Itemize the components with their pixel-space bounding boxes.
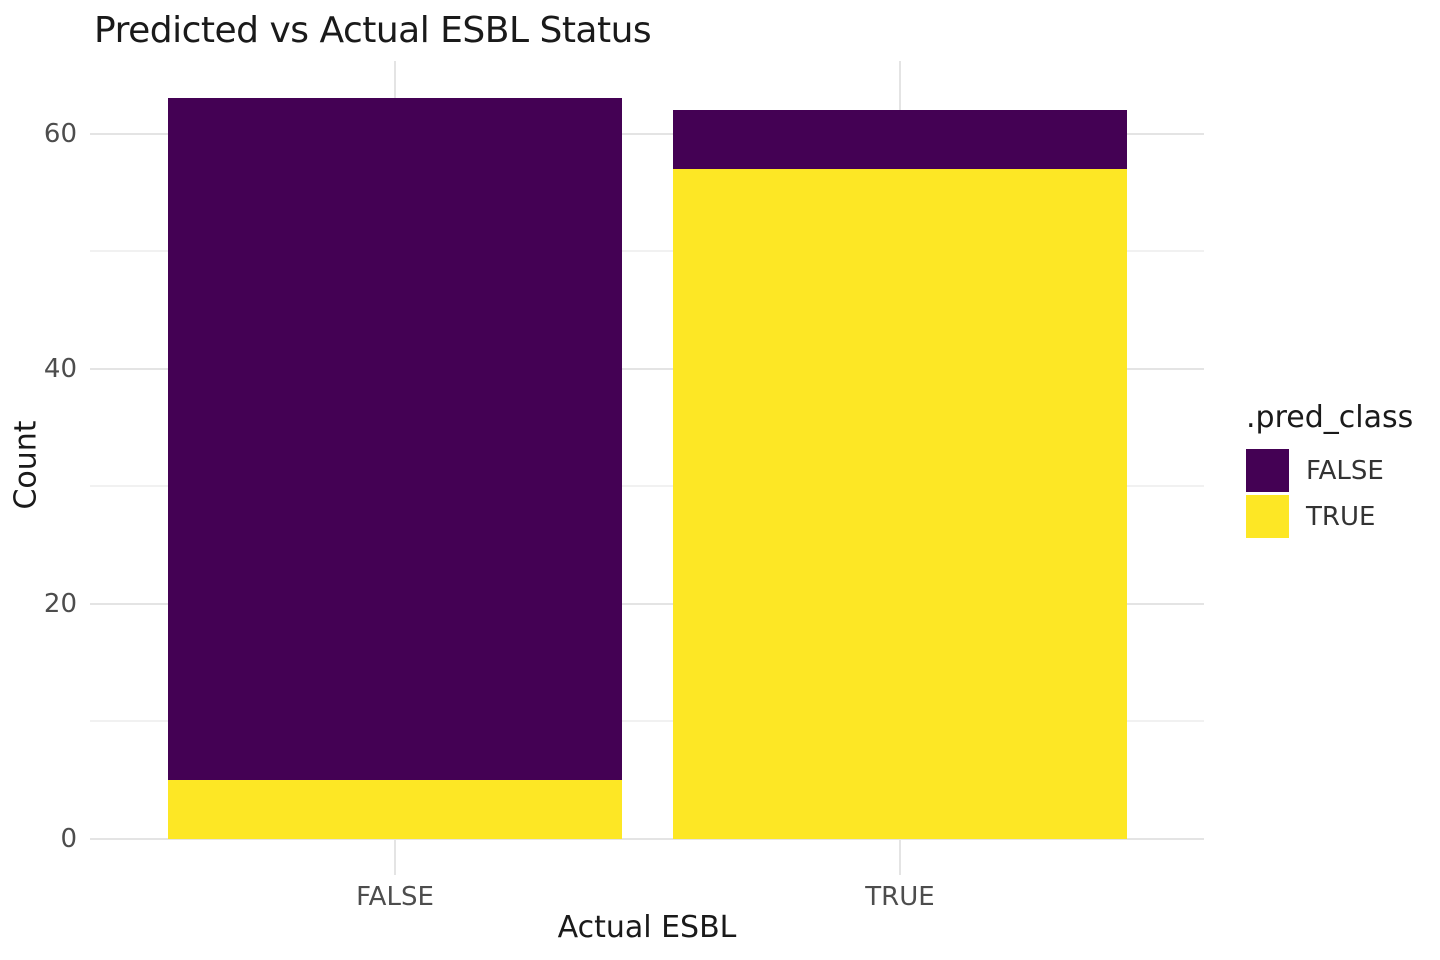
y-tick-label: 20 xyxy=(43,588,77,619)
gridline-horizontal-major xyxy=(90,368,1204,370)
gridline-horizontal-major xyxy=(90,603,1204,605)
gridline-horizontal-major xyxy=(90,133,1204,135)
y-axis-title: Count xyxy=(8,420,44,510)
x-tick-label: TRUE xyxy=(865,882,935,912)
gridline-horizontal-minor xyxy=(90,485,1204,487)
legend-entry: TRUE xyxy=(1246,495,1413,538)
gridline-horizontal-minor xyxy=(90,250,1204,252)
y-tick-label: 40 xyxy=(43,353,77,384)
bar-segment-false-pred-true xyxy=(168,779,622,839)
legend-label: FALSE xyxy=(1306,455,1384,486)
plot-panel xyxy=(90,61,1204,875)
bar-segment-false-pred-false xyxy=(168,98,622,780)
bar-segment-true-pred-true xyxy=(673,168,1127,839)
x-tick-label: FALSE xyxy=(356,882,434,912)
gridline-horizontal-major xyxy=(90,838,1204,840)
legend-entries: FALSE TRUE xyxy=(1246,449,1413,538)
bar-segment-true-pred-false xyxy=(673,110,1127,169)
legend-key-swatch xyxy=(1246,495,1289,538)
chart-title: Predicted vs Actual ESBL Status xyxy=(94,10,652,51)
legend-entry: FALSE xyxy=(1246,449,1413,492)
gridline-horizontal-minor xyxy=(90,720,1204,722)
legend-label: TRUE xyxy=(1306,501,1376,532)
x-axis-title: Actual ESBL xyxy=(557,910,737,945)
y-tick-label: 0 xyxy=(60,823,77,854)
legend: .pred_class FALSE TRUE xyxy=(1246,400,1413,541)
y-tick-label: 60 xyxy=(43,118,77,149)
legend-key-swatch xyxy=(1246,449,1289,492)
legend-title: .pred_class xyxy=(1246,400,1414,435)
